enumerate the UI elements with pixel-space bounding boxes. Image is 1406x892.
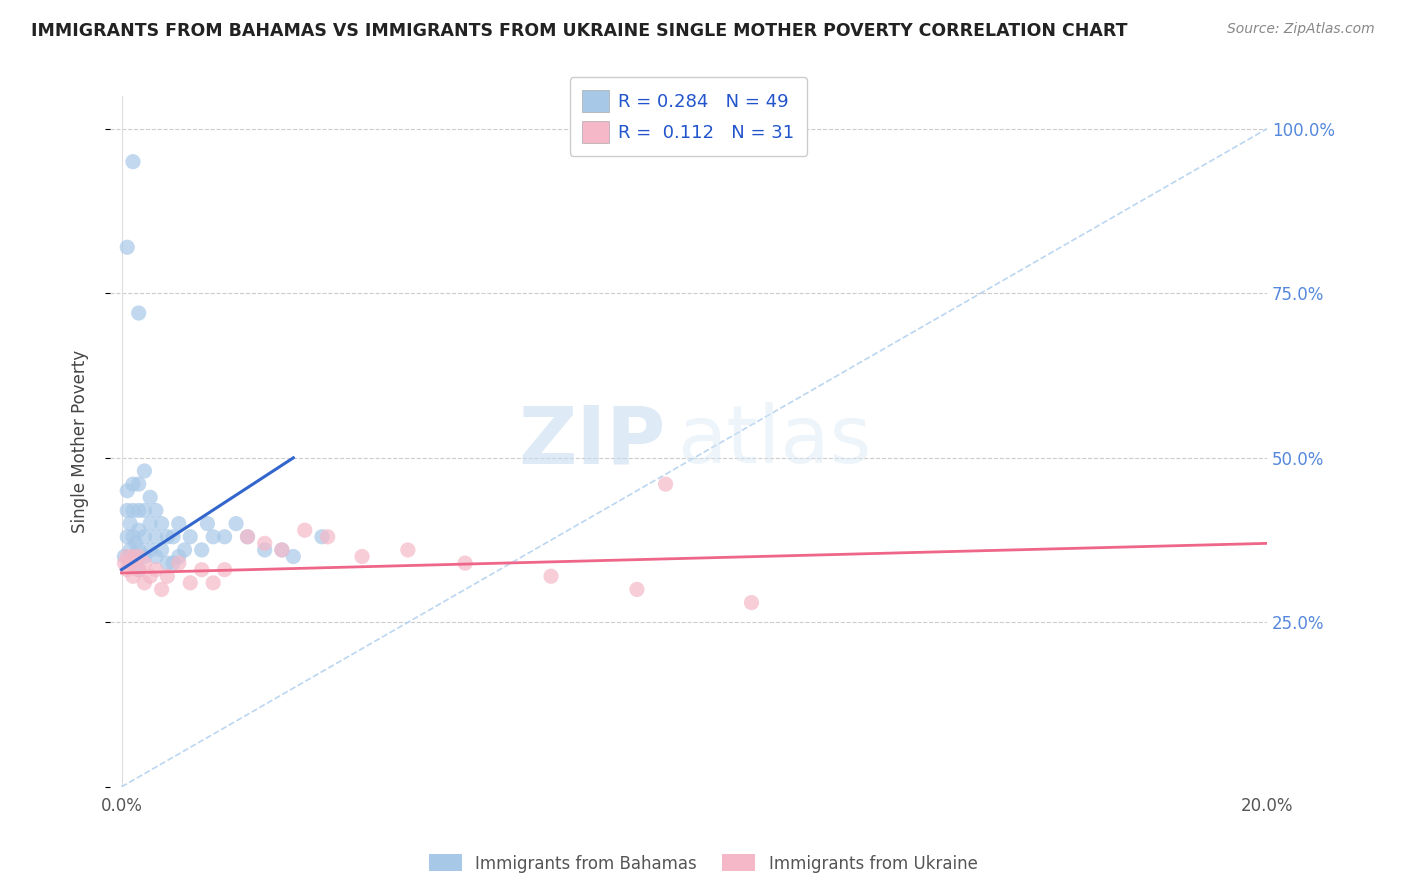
Point — [162, 556, 184, 570]
Point — [396, 543, 419, 558]
Point — [294, 523, 316, 537]
Point — [454, 556, 477, 570]
Point — [167, 556, 190, 570]
Point — [167, 516, 190, 531]
Point — [134, 556, 156, 570]
Point — [120, 516, 142, 531]
Point — [253, 543, 276, 558]
Point — [125, 536, 148, 550]
Point — [122, 477, 145, 491]
Point — [150, 516, 173, 531]
Point — [150, 543, 173, 558]
Point — [214, 563, 236, 577]
Point — [179, 530, 201, 544]
Point — [134, 549, 156, 564]
Point — [128, 563, 150, 577]
Point — [156, 569, 179, 583]
Point — [139, 569, 162, 583]
Point — [162, 530, 184, 544]
Point — [128, 549, 150, 564]
Text: Source: ZipAtlas.com: Source: ZipAtlas.com — [1227, 22, 1375, 37]
Point — [128, 477, 150, 491]
Text: IMMIGRANTS FROM BAHAMAS VS IMMIGRANTS FROM UKRAINE SINGLE MOTHER POVERTY CORRELA: IMMIGRANTS FROM BAHAMAS VS IMMIGRANTS FR… — [31, 22, 1128, 40]
Point — [190, 563, 212, 577]
Point — [128, 503, 150, 517]
Point — [214, 530, 236, 544]
Point — [139, 516, 162, 531]
Point — [145, 563, 167, 577]
Point — [122, 503, 145, 517]
Point — [626, 582, 648, 597]
Point — [156, 530, 179, 544]
Point — [134, 575, 156, 590]
Point — [122, 530, 145, 544]
Legend: Immigrants from Bahamas, Immigrants from Ukraine: Immigrants from Bahamas, Immigrants from… — [422, 847, 984, 880]
Point — [236, 530, 259, 544]
Point — [283, 549, 305, 564]
Point — [236, 530, 259, 544]
Point — [134, 530, 156, 544]
Point — [156, 556, 179, 570]
Point — [197, 516, 219, 531]
Point — [120, 543, 142, 558]
Point — [128, 306, 150, 320]
Point — [122, 154, 145, 169]
Point — [139, 543, 162, 558]
Point — [352, 549, 374, 564]
Point — [112, 549, 135, 564]
Point — [145, 503, 167, 517]
Point — [122, 549, 145, 564]
Point — [270, 543, 292, 558]
Point — [139, 491, 162, 505]
Point — [173, 543, 195, 558]
Point — [122, 549, 145, 564]
Point — [540, 569, 562, 583]
Point — [134, 503, 156, 517]
Point — [120, 556, 142, 570]
Point — [202, 575, 225, 590]
Text: ZIP: ZIP — [517, 402, 665, 481]
Point — [128, 543, 150, 558]
Point — [145, 530, 167, 544]
Point — [128, 563, 150, 577]
Point — [150, 582, 173, 597]
Point — [145, 549, 167, 564]
Point — [117, 483, 139, 498]
Point — [311, 530, 333, 544]
Point — [270, 543, 292, 558]
Point — [316, 530, 339, 544]
Point — [202, 530, 225, 544]
Point — [117, 549, 139, 564]
Point — [225, 516, 247, 531]
Point — [122, 569, 145, 583]
Point — [190, 543, 212, 558]
Point — [134, 464, 156, 478]
Y-axis label: Single Mother Poverty: Single Mother Poverty — [72, 350, 89, 533]
Point — [128, 523, 150, 537]
Point — [117, 503, 139, 517]
Point — [167, 549, 190, 564]
Point — [253, 536, 276, 550]
Point — [112, 556, 135, 570]
Point — [117, 530, 139, 544]
Text: atlas: atlas — [676, 402, 872, 481]
Point — [654, 477, 676, 491]
Point — [117, 240, 139, 254]
Point — [740, 596, 762, 610]
Legend: R = 0.284   N = 49, R =  0.112   N = 31: R = 0.284 N = 49, R = 0.112 N = 31 — [569, 78, 807, 155]
Point — [117, 563, 139, 577]
Point — [179, 575, 201, 590]
